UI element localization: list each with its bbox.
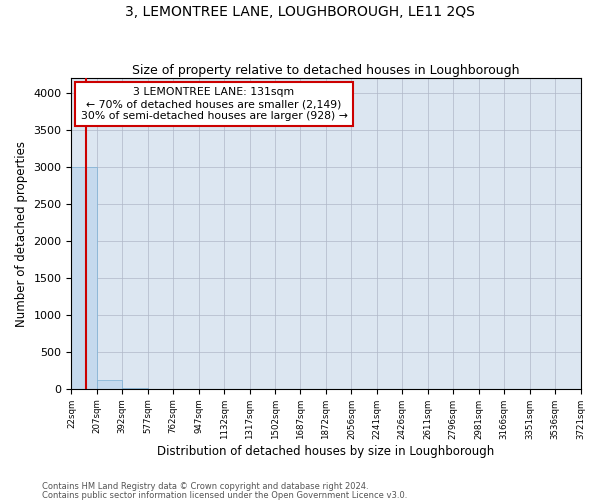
Bar	[97, 380, 122, 389]
Title: Size of property relative to detached houses in Loughborough: Size of property relative to detached ho…	[132, 64, 520, 77]
Text: Contains public sector information licensed under the Open Government Licence v3: Contains public sector information licen…	[42, 490, 407, 500]
Y-axis label: Number of detached properties: Number of detached properties	[15, 140, 28, 326]
X-axis label: Distribution of detached houses by size in Loughborough: Distribution of detached houses by size …	[157, 444, 494, 458]
Text: Contains HM Land Registry data © Crown copyright and database right 2024.: Contains HM Land Registry data © Crown c…	[42, 482, 368, 491]
Bar	[71, 167, 97, 389]
Text: 3, LEMONTREE LANE, LOUGHBOROUGH, LE11 2QS: 3, LEMONTREE LANE, LOUGHBOROUGH, LE11 2Q…	[125, 5, 475, 19]
Text: 3 LEMONTREE LANE: 131sqm
← 70% of detached houses are smaller (2,149)
30% of sem: 3 LEMONTREE LANE: 131sqm ← 70% of detach…	[80, 88, 347, 120]
